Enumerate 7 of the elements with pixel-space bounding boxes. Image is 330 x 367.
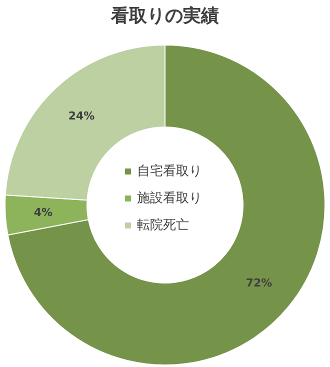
legend-label: 自宅看取り: [137, 163, 202, 179]
data-label: 4%: [34, 206, 53, 220]
data-label: 24%: [68, 110, 95, 123]
legend-label: 施設看取り: [137, 191, 202, 206]
data-label: 72%: [246, 276, 272, 290]
chart-title: 看取りの実績: [110, 6, 219, 26]
legend-label: 転院死亡: [137, 217, 189, 233]
